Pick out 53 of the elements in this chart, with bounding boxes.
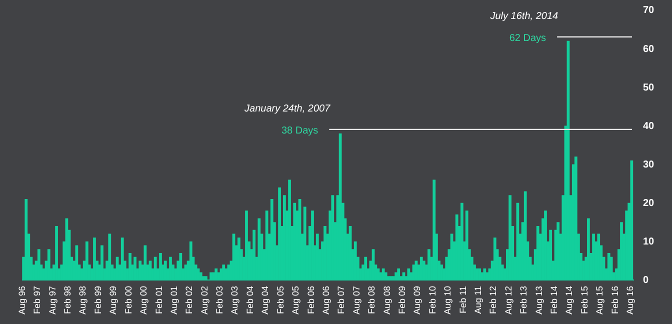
y-tick-label: 10 bbox=[643, 236, 655, 248]
x-tick-label: Feb 14 bbox=[549, 286, 560, 314]
x-tick-label: Aug 14 bbox=[564, 286, 574, 315]
x-tick-label: Aug 08 bbox=[382, 286, 392, 315]
x-tick-label: Aug 97 bbox=[47, 286, 58, 315]
x-tick-label: Feb 01 bbox=[154, 286, 164, 314]
x-tick-label: Aug 04 bbox=[260, 286, 270, 315]
x-tick-label: Feb 11 bbox=[458, 286, 468, 314]
x-tick-label: Aug 11 bbox=[472, 286, 483, 314]
x-tick-label: Aug 12 bbox=[503, 286, 514, 315]
annotation: 62 Days bbox=[509, 32, 546, 44]
x-tick-label: Feb 06 bbox=[306, 286, 316, 314]
x-tick-label: Feb 04 bbox=[244, 286, 255, 314]
x-tick-label: Aug 16 bbox=[624, 286, 635, 315]
y-tick-label: 30 bbox=[643, 159, 655, 170]
x-tick-label: Feb 02 bbox=[184, 286, 194, 314]
x-tick-label: Feb 98 bbox=[62, 286, 73, 314]
annotation: January 24th, 2007 bbox=[244, 103, 331, 114]
x-tick-label: Feb 12 bbox=[488, 286, 498, 314]
x-tick-label: Feb 10 bbox=[427, 286, 438, 314]
x-tick-label: Aug 13 bbox=[534, 286, 544, 315]
x-tick-label: Feb 05 bbox=[275, 286, 286, 314]
x-tick-label: Aug 99 bbox=[108, 286, 118, 315]
x-tick-label: Aug 02 bbox=[199, 286, 210, 315]
y-tick-label: 60 bbox=[643, 44, 655, 55]
x-tick-label: Feb 97 bbox=[32, 286, 42, 314]
x-tick-label: Feb 07 bbox=[336, 286, 346, 314]
x-tick-label: Feb 13 bbox=[518, 286, 529, 314]
x-tick-label: Aug 06 bbox=[320, 286, 331, 315]
x-tick-label: Feb 09 bbox=[397, 286, 408, 314]
y-tick-label: 20 bbox=[643, 198, 655, 210]
x-tick-label: Feb 03 bbox=[214, 286, 225, 314]
annotation: 38 Days bbox=[281, 125, 318, 136]
x-tick-label: Feb 00 bbox=[123, 286, 134, 314]
x-tick-label: Aug 00 bbox=[138, 286, 149, 315]
x-tick-label: Feb 08 bbox=[366, 286, 377, 314]
x-tick-label: Aug 03 bbox=[230, 286, 240, 315]
y-tick-label: 50 bbox=[643, 82, 655, 94]
y-tick-label: 0 bbox=[643, 275, 649, 286]
x-tick-label: Aug 10 bbox=[442, 286, 453, 315]
x-tick-label: Feb 15 bbox=[579, 286, 590, 314]
x-tick-label: Aug 15 bbox=[594, 286, 605, 315]
y-tick-label: 40 bbox=[643, 120, 655, 132]
x-tick-label: Aug 05 bbox=[290, 286, 301, 315]
x-tick-label: Aug 96 bbox=[16, 286, 27, 315]
x-tick-label: Aug 98 bbox=[78, 286, 88, 315]
y-tick-label: 70 bbox=[643, 5, 655, 16]
annotation: July 16th, 2014 bbox=[489, 10, 559, 22]
x-tick-label: Aug 07 bbox=[351, 286, 362, 315]
x-tick-label: Feb 99 bbox=[92, 286, 103, 314]
x-tick-label: Aug 09 bbox=[412, 286, 422, 315]
x-tick-label: Aug 01 bbox=[168, 286, 179, 315]
x-tick-label: Feb 16 bbox=[610, 286, 620, 314]
